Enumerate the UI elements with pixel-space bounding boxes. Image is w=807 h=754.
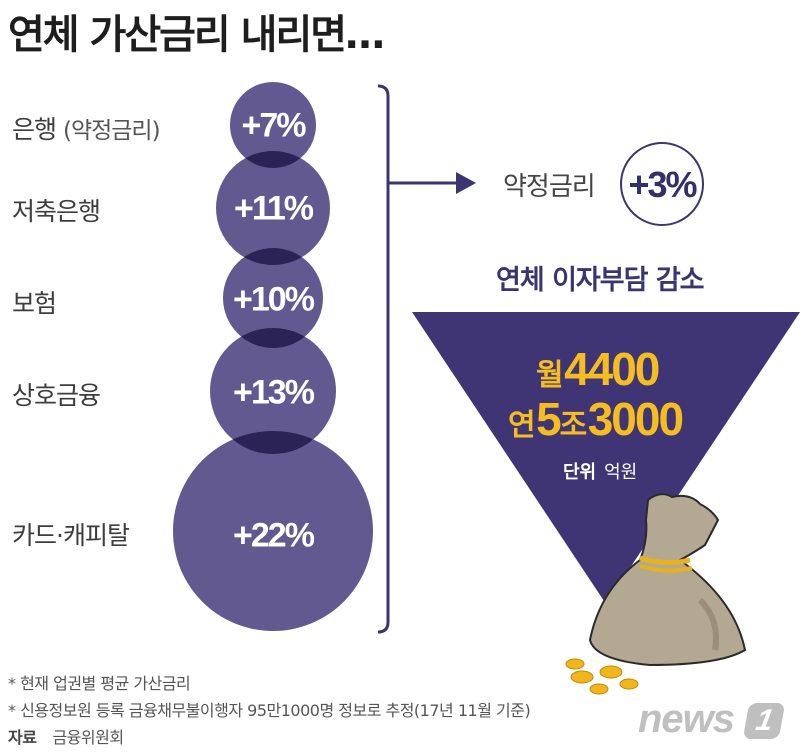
news1-logo-mark-icon: 1 — [742, 703, 786, 740]
bubble-mutual-finance — [210, 328, 336, 454]
footnote-2: * 신용정보원 등록 금융채무불이행자 95만1000명 정보로 추정(17년 … — [8, 701, 531, 720]
value-insurance: +10% — [233, 280, 315, 319]
label-savings-bank: 저축은행 — [12, 197, 101, 226]
unit-note: 단위 억원 — [563, 462, 638, 483]
bracket — [377, 84, 390, 634]
monthly-reduction: 월 4400 — [536, 343, 660, 395]
result-headline: 연체 이자부담 감소 — [496, 265, 705, 296]
source-line: 자료 금융위원회 — [8, 728, 124, 747]
value-bank: +7% — [241, 106, 307, 145]
bubble-card-capital — [173, 431, 373, 631]
label-insurance: 보험 — [12, 289, 57, 318]
bubble-bank — [230, 82, 316, 168]
label-mutual-finance: 상호금융 — [12, 381, 101, 410]
bubble-savings-bank — [216, 151, 330, 265]
label-bank: 은행 (약정금리) — [12, 115, 161, 144]
target-rate-label: 약정금리 — [503, 172, 596, 202]
arrow-head-icon — [456, 172, 476, 194]
funnel-triangle — [412, 312, 800, 604]
value-mutual-finance: +13% — [233, 373, 315, 412]
value-savings-bank: +11% — [233, 189, 314, 228]
news1-logo: news 1 — [638, 697, 786, 742]
label-card-capital: 카드·캐피탈 — [12, 521, 130, 550]
label-bank-sub: (약정금리) — [62, 118, 161, 144]
target-rate-circle — [620, 142, 704, 226]
target-rate-value: +3% — [628, 164, 697, 205]
value-card-capital: +22% — [233, 516, 315, 555]
bubble-insurance — [223, 248, 323, 348]
coins-icon — [565, 658, 639, 695]
page-title: 연체 가산금리 내리면… — [8, 12, 385, 58]
yearly-reduction: 연 5조 3000 — [508, 393, 684, 445]
footnote-1: * 현재 업권별 평균 가산금리 — [8, 674, 191, 693]
money-bag-icon — [588, 493, 747, 667]
